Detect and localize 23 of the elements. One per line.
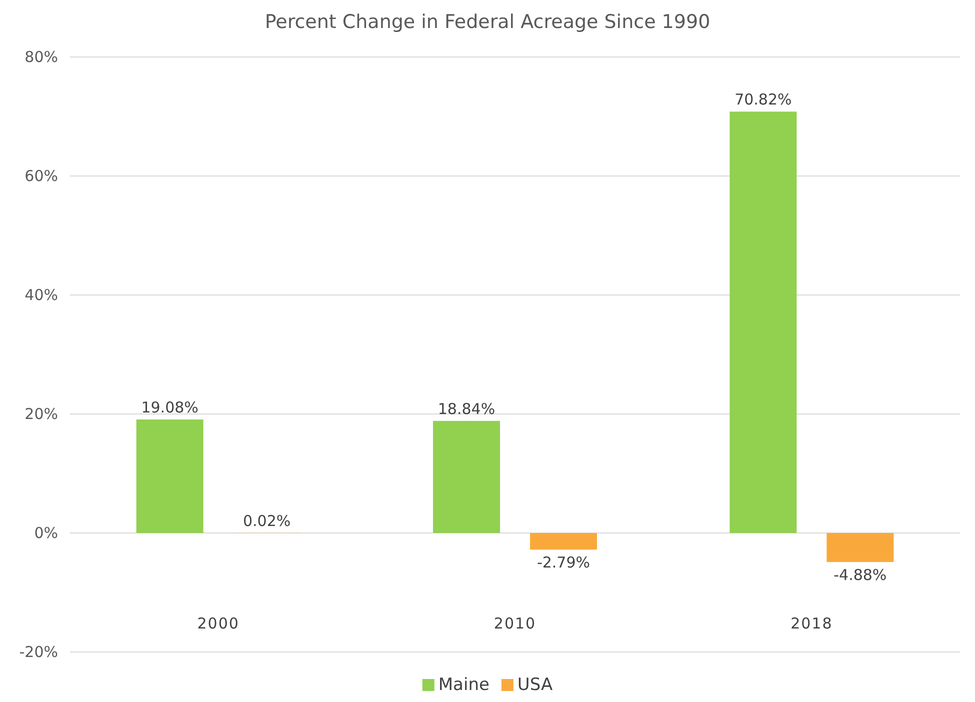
data-label: -2.79% (536, 554, 590, 572)
bar (433, 420, 500, 533)
data-label: 18.84% (438, 400, 496, 418)
x-tick-label: 2018 (790, 614, 833, 633)
y-tick-label: 40% (24, 286, 58, 304)
bar (730, 112, 797, 533)
y-tick-label: -20% (19, 642, 58, 661)
data-label: 70.82% (734, 90, 792, 109)
x-tick-label: 2010 (494, 614, 536, 633)
y-tick-label: 60% (24, 166, 58, 185)
chart-title: Percent Change in Federal Acreage Since 1990 (264, 11, 710, 33)
data-label: -4.88% (834, 566, 887, 584)
x-tick-label: 2000 (197, 614, 240, 633)
legend-label: Maine (438, 675, 490, 695)
legend-label: USA (517, 675, 553, 695)
y-tick-label: 20% (24, 404, 58, 423)
y-tick-label: 0% (34, 524, 58, 542)
y-tick-label: 80% (24, 48, 58, 66)
bar (530, 533, 597, 550)
bar (136, 419, 204, 533)
data-label: 19.08% (141, 398, 198, 416)
data-label: 0.02% (243, 512, 291, 530)
bar (826, 533, 894, 562)
